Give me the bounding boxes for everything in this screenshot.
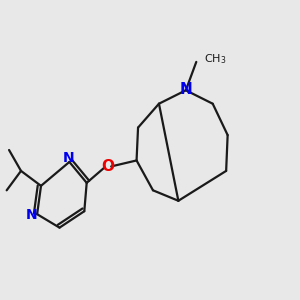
Text: CH$_3$: CH$_3$ — [204, 52, 226, 66]
Text: N: N — [26, 208, 38, 222]
Text: N: N — [179, 82, 192, 97]
Text: O: O — [101, 159, 114, 174]
Text: N: N — [63, 152, 75, 165]
